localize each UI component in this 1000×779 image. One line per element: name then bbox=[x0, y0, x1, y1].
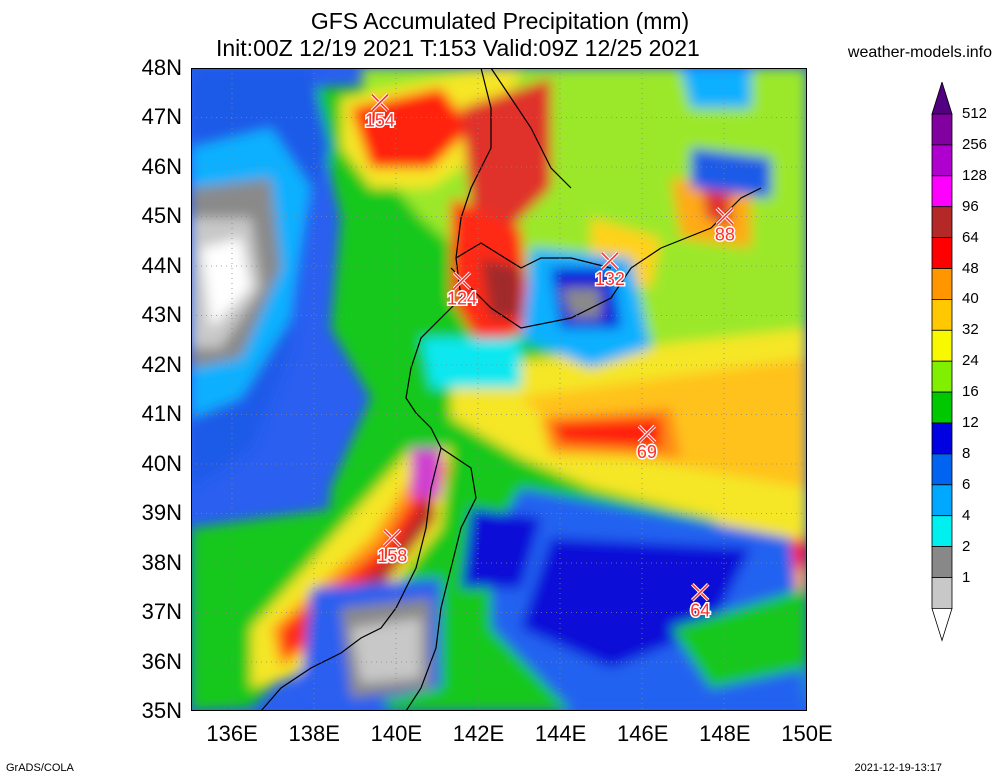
legend-color-box bbox=[931, 144, 953, 177]
legend-level-label: 256 bbox=[962, 135, 988, 153]
longitude-label: 144E bbox=[534, 721, 587, 746]
latitude-label: 48N bbox=[141, 55, 182, 80]
legend-color-box bbox=[931, 453, 953, 486]
longitude-label: 138E bbox=[288, 721, 340, 746]
maximum-marker: 132 bbox=[593, 251, 626, 290]
legend-color-box bbox=[931, 268, 953, 300]
maxima-markers: 154 124 132 88 69 158 64 bbox=[363, 93, 736, 622]
maximum-value-label: 158 bbox=[377, 546, 407, 566]
footer-software: GrADS/COLA bbox=[6, 762, 74, 774]
footer-timestamp: 2021-12-19-13:17 bbox=[854, 762, 942, 774]
graticule bbox=[191, 68, 807, 711]
maximum-value-label: 88 bbox=[715, 224, 735, 244]
latitude-label: 40N bbox=[141, 450, 182, 476]
maximum-marker: 158 bbox=[376, 528, 409, 567]
legend-level-label: 1 bbox=[962, 568, 971, 586]
latitude-label: 43N bbox=[141, 302, 182, 328]
maximum-value-label: 124 bbox=[447, 289, 477, 309]
legend-level-label: 12 bbox=[962, 414, 979, 431]
legend-color-box bbox=[931, 422, 953, 455]
latitude-label: 39N bbox=[141, 500, 182, 526]
legend-level-label: 128 bbox=[962, 166, 988, 184]
legend-level-label: 96 bbox=[962, 197, 979, 215]
maximum-marker: 154 bbox=[363, 93, 396, 132]
precipitation-map: 154 124 132 88 69 158 64 bbox=[191, 68, 807, 711]
chart-subtitle: Init:00Z 12/19 2021 T:153 Valid:09Z 12/2… bbox=[216, 35, 700, 61]
longitude-label: 142E bbox=[452, 721, 505, 746]
legend-level-label: 64 bbox=[962, 228, 979, 246]
legend-color-box bbox=[931, 515, 953, 548]
longitude-label: 146E bbox=[617, 721, 669, 746]
legend-color-box bbox=[931, 546, 953, 578]
maximum-value-label: 132 bbox=[595, 269, 625, 289]
longitude-label: 140E bbox=[370, 721, 423, 746]
latitude-label: 42N bbox=[141, 351, 182, 377]
legend-color-box bbox=[931, 175, 953, 208]
latitude-label: 35N bbox=[141, 698, 182, 723]
legend-level-label: 512 bbox=[962, 105, 988, 122]
maximum-value-label: 69 bbox=[637, 442, 657, 462]
color-legend bbox=[931, 82, 953, 642]
legend-color-box bbox=[931, 237, 953, 269]
legend-color-box bbox=[931, 577, 953, 609]
longitude-label: 136E bbox=[206, 721, 258, 746]
legend-level-label: 48 bbox=[962, 259, 979, 277]
maximum-value-label: 154 bbox=[365, 111, 395, 131]
legend-top-triangle bbox=[931, 82, 953, 115]
legend-color-box bbox=[931, 206, 953, 238]
longitude-label: 150E bbox=[781, 721, 833, 746]
maximum-value-label: 64 bbox=[690, 600, 710, 620]
maximum-marker: 64 bbox=[689, 583, 712, 622]
legend-bottom-triangle bbox=[931, 608, 953, 642]
legend-level-label: 24 bbox=[962, 352, 979, 370]
legend-color-box bbox=[931, 329, 953, 362]
legend-level-label: 2 bbox=[962, 537, 971, 555]
latitude-label: 38N bbox=[141, 549, 182, 575]
legend-color-box bbox=[931, 113, 953, 146]
legend-level-label: 40 bbox=[962, 290, 979, 308]
maximum-marker: 69 bbox=[635, 424, 658, 464]
legend-level-label: 32 bbox=[962, 321, 979, 339]
legend-level-label: 6 bbox=[962, 475, 971, 493]
legend-color-box bbox=[931, 391, 953, 424]
latitude-label: 44N bbox=[141, 252, 182, 278]
legend-level-label: 4 bbox=[962, 506, 971, 524]
latitude-label: 45N bbox=[141, 203, 182, 229]
site-label: weather-models.info bbox=[847, 44, 992, 61]
maximum-marker: 124 bbox=[446, 271, 479, 310]
maximum-marker: 88 bbox=[713, 207, 736, 246]
latitude-label: 47N bbox=[141, 104, 182, 130]
legend-level-label: 16 bbox=[962, 383, 979, 401]
latitude-label: 41N bbox=[141, 401, 182, 427]
longitude-label: 148E bbox=[699, 721, 751, 746]
legend-color-box bbox=[931, 484, 953, 517]
latitude-label: 46N bbox=[141, 153, 182, 179]
latitude-label: 36N bbox=[141, 648, 182, 674]
legend-color-box bbox=[931, 360, 953, 393]
chart-title: GFS Accumulated Precipitation (mm) bbox=[310, 8, 690, 34]
legend-level-label: 8 bbox=[962, 444, 971, 462]
latitude-label: 37N bbox=[141, 599, 182, 625]
legend-color-box bbox=[931, 298, 953, 331]
